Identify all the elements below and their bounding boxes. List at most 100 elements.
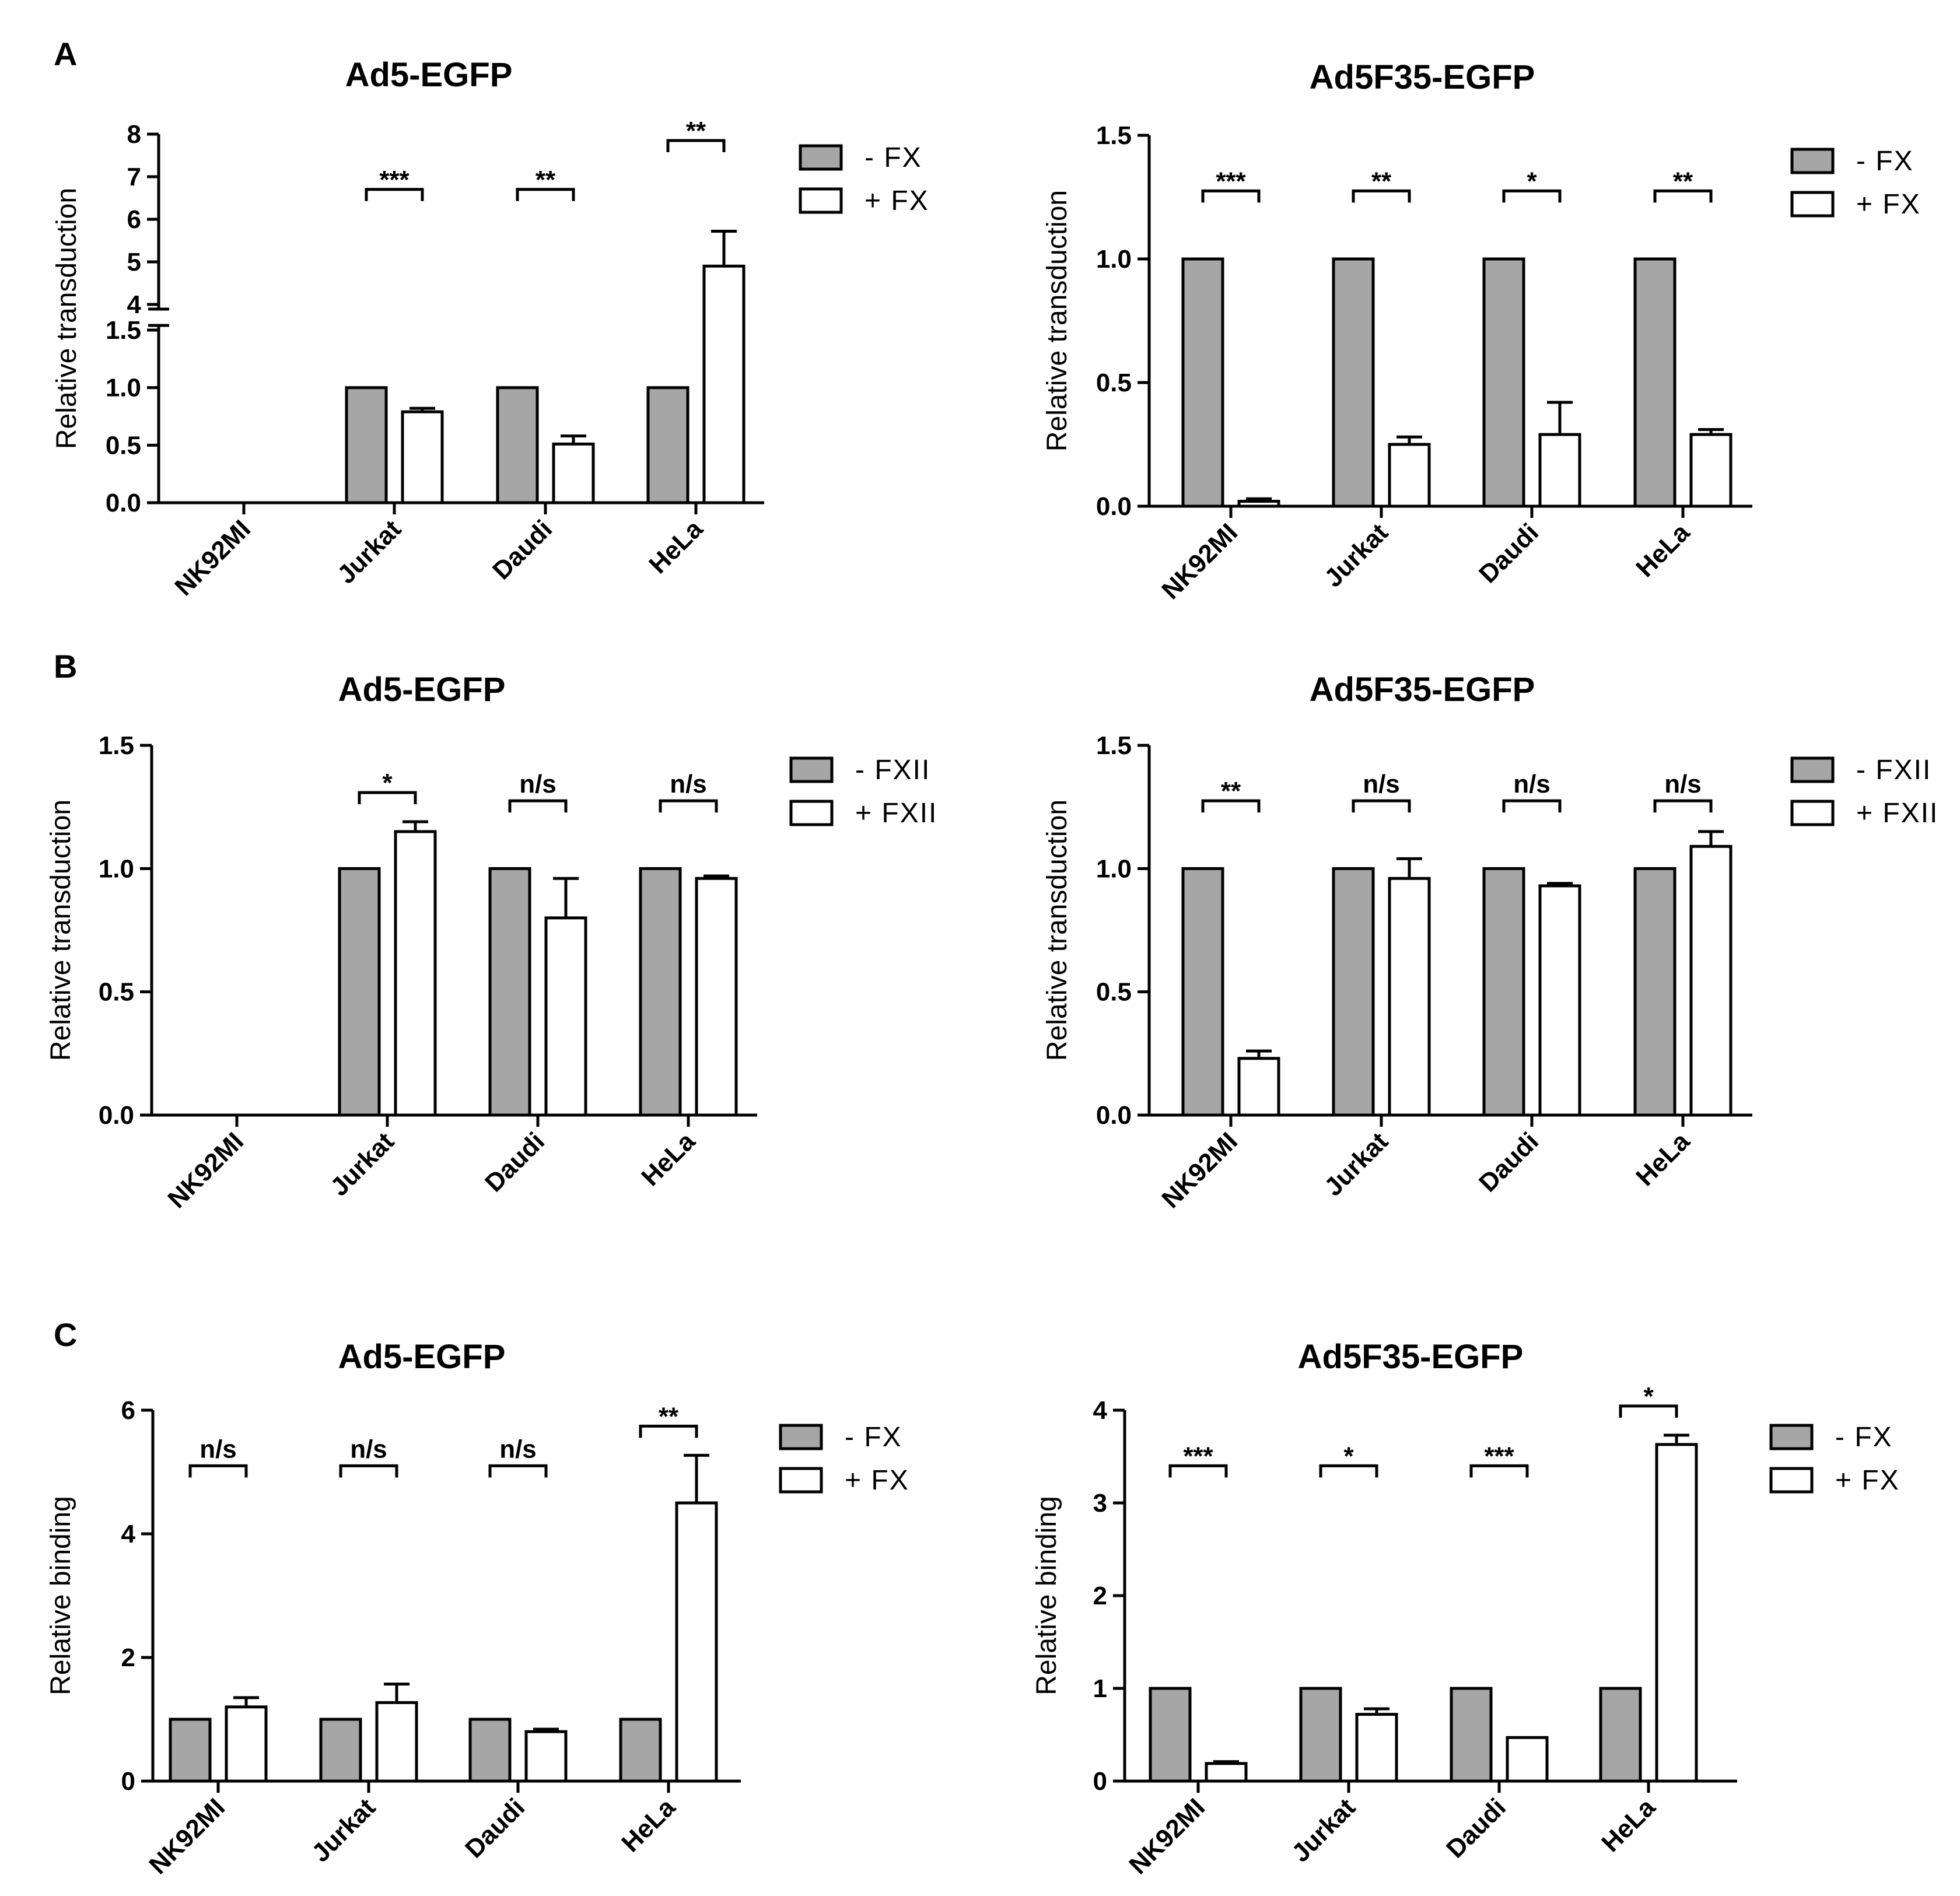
significance-bracket — [1653, 799, 1713, 813]
category-label: HeLa — [636, 1127, 701, 1191]
significance-label: n/s — [1363, 770, 1400, 798]
legend-swatch-plus — [1769, 1467, 1814, 1494]
significance-bracket — [1619, 1404, 1678, 1418]
chart-3: Ad5-EGFP Relative transduction 0.0 0.5 1.0 1.… — [46, 671, 936, 1214]
legend-swatch-minus — [799, 144, 843, 171]
category-label: Daudi — [480, 1127, 550, 1197]
significance-bracket — [339, 1464, 398, 1478]
y-tick-label: 6 — [127, 205, 141, 234]
category-label: Daudi — [487, 514, 558, 585]
bar-plus — [401, 410, 444, 504]
chart-title: Ad5F35-EGFP — [1310, 58, 1535, 96]
bar-minus — [496, 386, 539, 504]
category-label: NK92MI — [1156, 518, 1243, 605]
legend-swatch-minus — [1790, 148, 1835, 174]
significance-bracket — [1502, 799, 1562, 813]
y-tick-label: 1.5 — [1096, 731, 1132, 760]
category-label: HeLa — [1596, 1793, 1661, 1858]
significance-bracket — [1201, 799, 1261, 813]
chart-4: Ad5F35-EGFP Relative transduction 0.0 0.5 1.… — [1042, 671, 1938, 1214]
legend-label: - FXII — [855, 755, 930, 786]
bar-plus — [1388, 443, 1431, 508]
y-tick-label: 4 — [121, 1520, 136, 1548]
legend-swatch-plus — [799, 187, 843, 214]
panel-letter-b: B — [54, 648, 77, 685]
category-label: Jurkat — [1319, 518, 1394, 593]
significance-bracket — [365, 188, 424, 201]
significance-bracket — [188, 1464, 248, 1478]
bar-plus — [675, 1501, 718, 1783]
bar-plus — [524, 1730, 568, 1783]
bar-minus — [345, 386, 388, 504]
bar-plus — [1689, 844, 1732, 1117]
significance-bracket — [1352, 799, 1411, 813]
y-tick-label: 1.5 — [1096, 121, 1132, 150]
bar-plus — [1689, 433, 1732, 508]
chart-2: Ad5F35-EGFP Relative transduction 0.0 0.5 1.… — [1042, 58, 1921, 605]
significance-bracket — [1469, 1464, 1529, 1478]
bar-plus — [1506, 1736, 1549, 1783]
significance-label: n/s — [1664, 770, 1702, 798]
significance-label: * — [1527, 167, 1537, 195]
y-axis-label: Relative transduction — [1042, 190, 1073, 451]
y-tick-label: 2 — [121, 1643, 135, 1672]
y-tick-label: 0.5 — [99, 978, 134, 1007]
chart-5: Ad5-EGFP Relative binding 0 2 4 6 NK92MI n/s Jur… — [46, 1338, 908, 1880]
legend-swatch-plus — [789, 800, 834, 826]
bar-minus — [1299, 1687, 1342, 1783]
legend-label: + FX — [1856, 189, 1921, 220]
bar-plus — [1237, 500, 1280, 508]
bar-minus — [1482, 257, 1525, 508]
legend-label: + FX — [1835, 1465, 1900, 1496]
category-label: Jurkat — [1286, 1793, 1361, 1867]
category-label: Daudi — [1441, 1793, 1511, 1863]
bar-minus — [319, 1718, 362, 1783]
category-label: Jurkat — [1319, 1127, 1394, 1201]
bar-minus — [468, 1718, 512, 1783]
significance-bracket — [508, 799, 568, 813]
significance-label: n/s — [670, 770, 707, 798]
significance-bracket — [488, 1464, 548, 1478]
legend-swatch-minus — [779, 1424, 823, 1450]
y-tick-label: 8 — [127, 120, 141, 149]
significance-bracket — [666, 139, 726, 152]
y-tick-label: 0 — [1093, 1767, 1107, 1796]
significance-label: n/s — [519, 770, 556, 798]
significance-label: * — [1343, 1442, 1354, 1470]
bar-minus — [338, 867, 381, 1117]
y-axis-label: Relative transduction — [1042, 800, 1073, 1061]
bar-minus — [1633, 867, 1676, 1117]
legend-swatch-plus — [1790, 800, 1835, 826]
significance-bracket — [1201, 189, 1261, 203]
significance-bracket — [1502, 189, 1562, 203]
y-tick-label: 0.0 — [1096, 492, 1132, 521]
y-tick-label: 1.5 — [106, 316, 141, 345]
y-tick-label: 0.0 — [99, 1101, 134, 1130]
significance-label: ** — [686, 117, 706, 145]
significance-bracket — [639, 1424, 698, 1438]
legend-swatch-plus — [779, 1467, 823, 1494]
significance-bracket — [1168, 1464, 1228, 1478]
category-label: HeLa — [1630, 1127, 1695, 1191]
panel-letter-c: C — [54, 1316, 77, 1353]
bar-plus — [695, 877, 738, 1117]
bar-minus — [169, 1718, 212, 1783]
significance-label: * — [382, 769, 393, 797]
category-label: Jurkat — [332, 514, 407, 589]
y-tick-label: 6 — [121, 1396, 135, 1425]
y-axis-label: Relative transduction — [51, 188, 82, 449]
bar-minus — [488, 867, 531, 1117]
bar-minus — [1633, 257, 1676, 508]
significance-label: *** — [379, 166, 410, 194]
bar-plus — [1205, 1762, 1248, 1783]
bar-minus — [1181, 867, 1224, 1117]
bar-plus — [702, 264, 746, 504]
legend-label: - FX — [1835, 1422, 1893, 1453]
chart-title: Ad5-EGFP — [345, 56, 513, 94]
legend-label: - FXII — [1856, 755, 1931, 786]
category-label: NK92MI — [169, 514, 256, 601]
legend-label: - FX — [1856, 146, 1914, 177]
significance-label: n/s — [1513, 770, 1550, 798]
legend-label: + FXII — [1856, 798, 1938, 829]
